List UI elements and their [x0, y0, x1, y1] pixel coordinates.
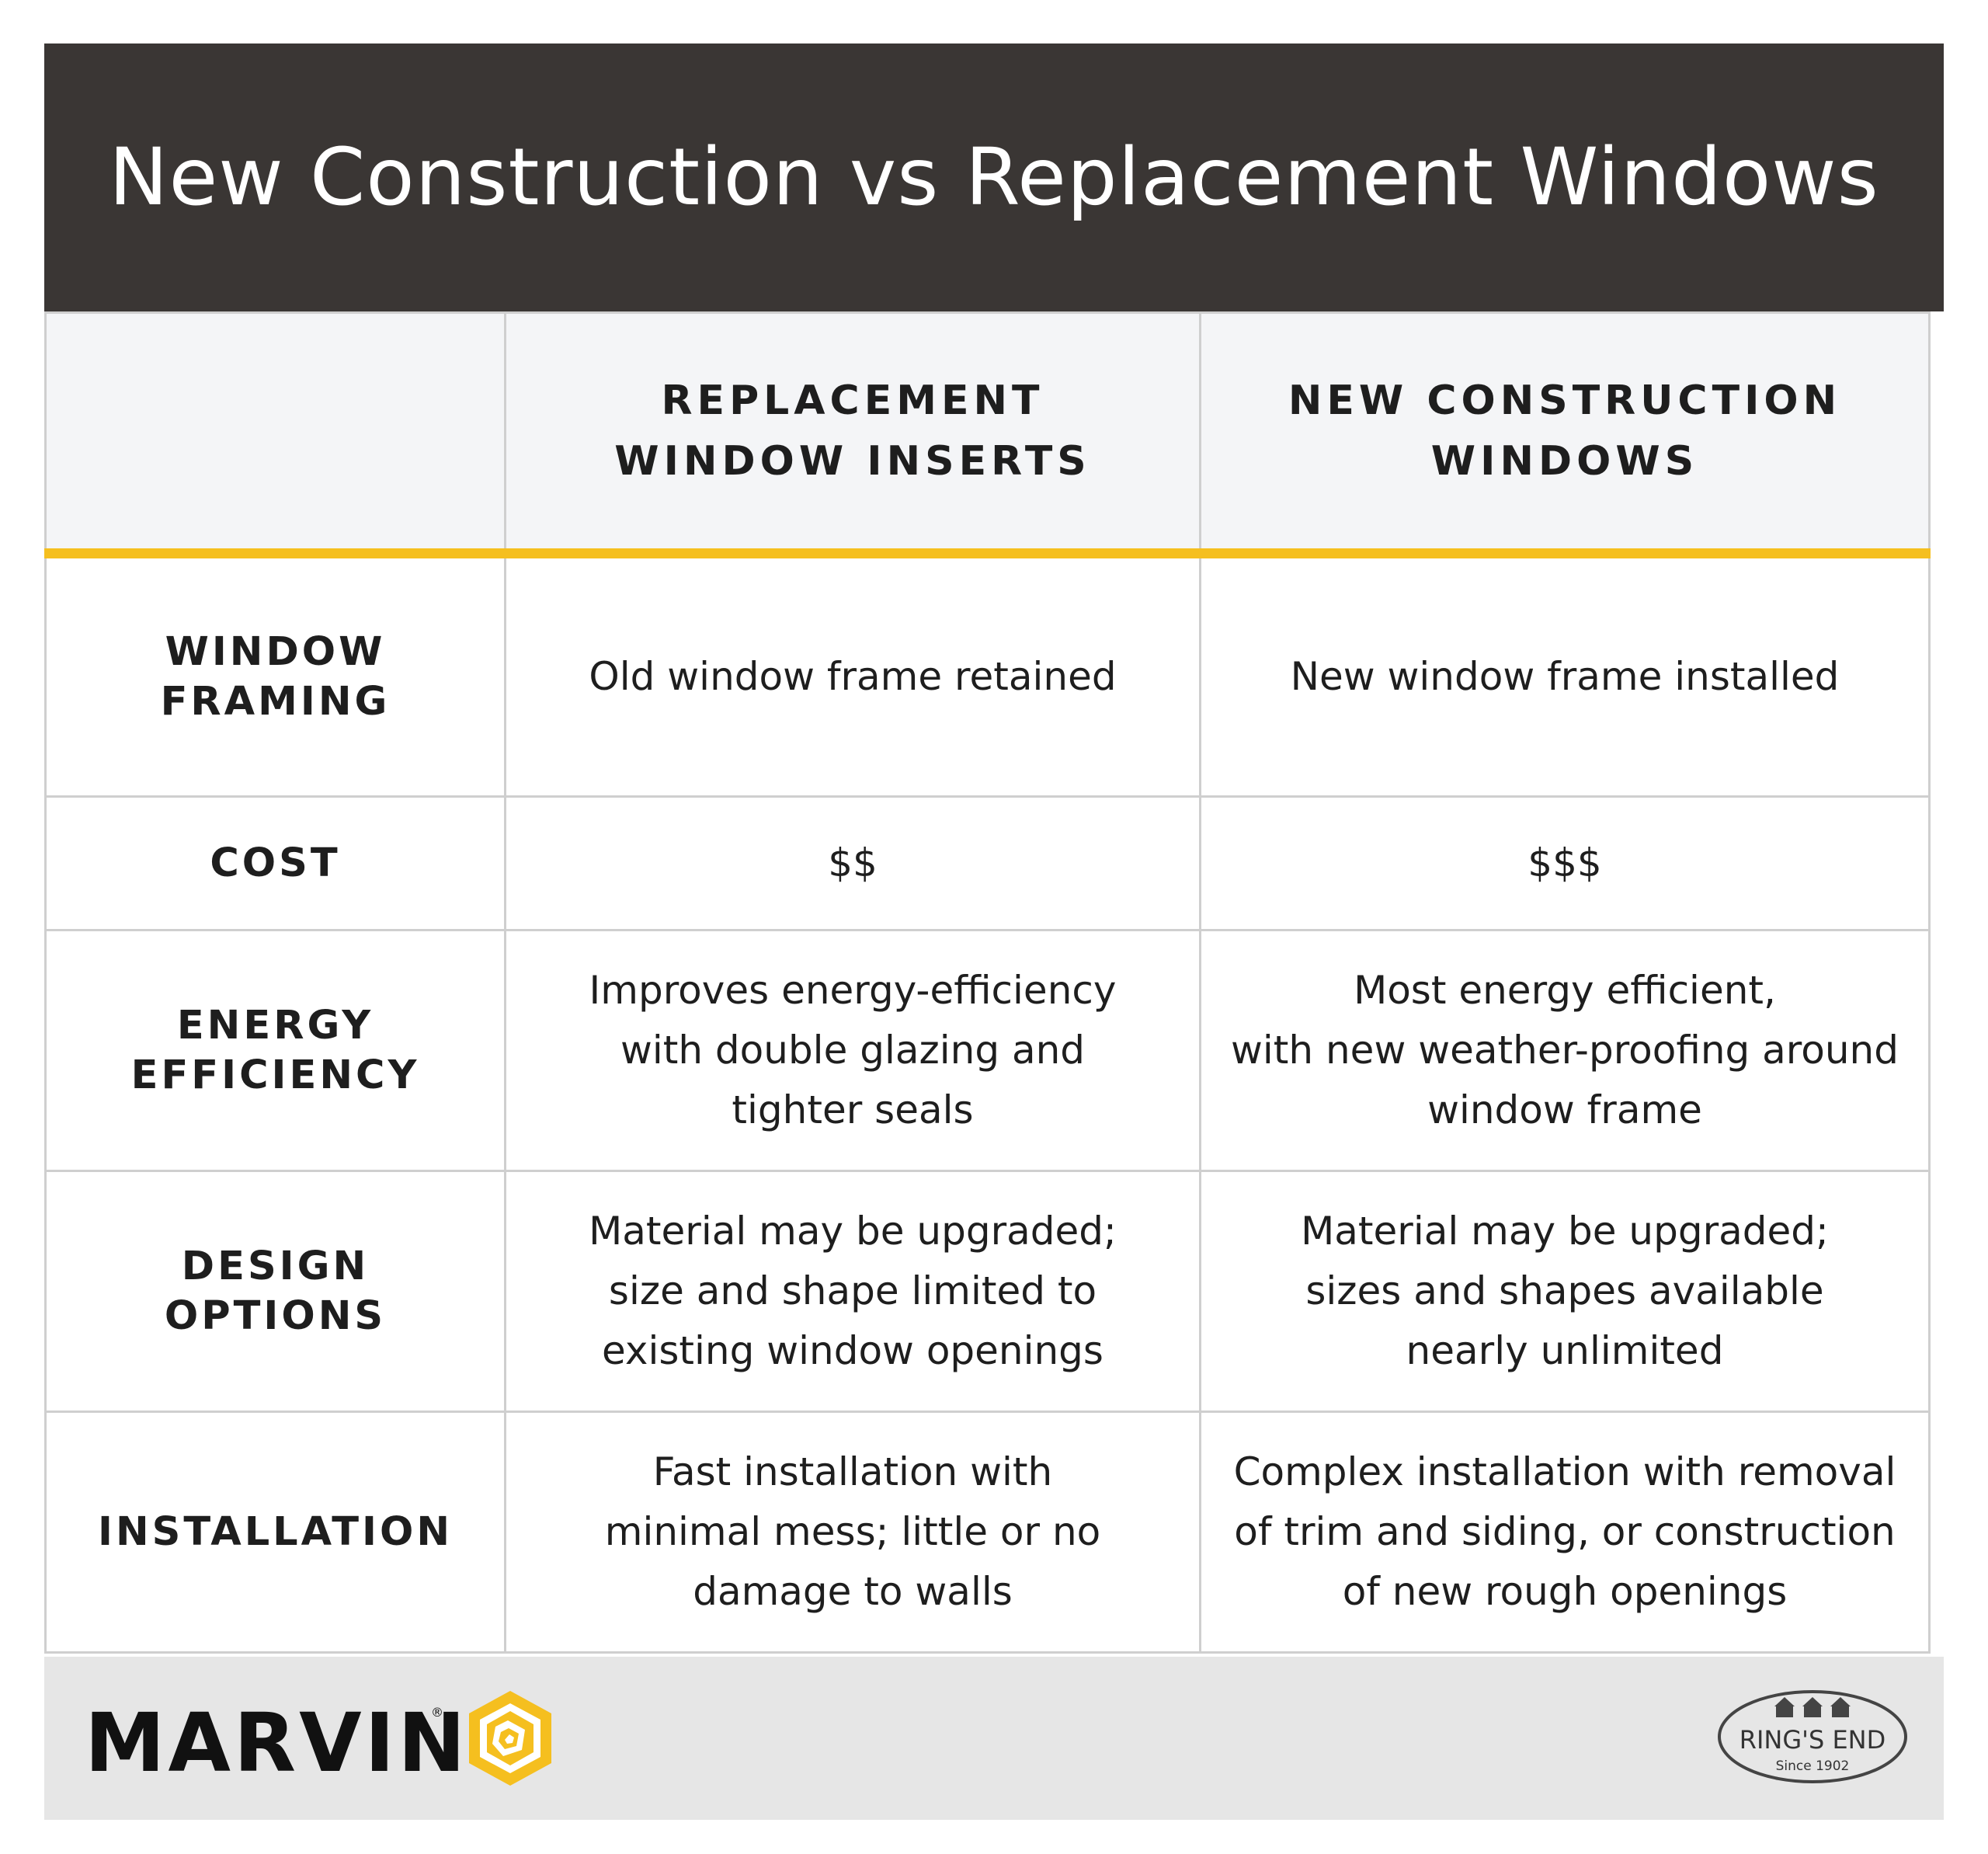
row-label-design-options: DESIGN OPTIONS	[44, 1170, 506, 1413]
cell-replacement: $$	[504, 795, 1201, 931]
row-label-energy-efficiency: ENERGY EFFICIENCY	[44, 929, 506, 1172]
page-title: New Construction vs Replacement Windows	[109, 131, 1879, 224]
cell-new-construction: $$$	[1199, 795, 1931, 931]
comparison-table: REPLACEMENT WINDOW INSERTS NEW CONSTRUCT…	[44, 311, 1931, 1654]
cell-replacement: Old window frame retained	[504, 552, 1201, 798]
cell-new-construction: Material may be upgraded; sizes and shap…	[1199, 1170, 1931, 1413]
marvin-wordmark: MARVIN	[85, 1696, 469, 1790]
row-label-installation: INSTALLATION	[44, 1411, 506, 1654]
partner-tagline: Since 1902	[1776, 1758, 1850, 1774]
cell-new-construction: New window frame installed	[1199, 552, 1931, 798]
table-row: DESIGN OPTIONS Material may be upgraded;…	[44, 1170, 1931, 1413]
title-banner: New Construction vs Replacement Windows	[44, 43, 1944, 311]
cell-new-construction: Most energy efficient, with new weather-…	[1199, 929, 1931, 1172]
table-row: WINDOW FRAMING Old window frame retained…	[44, 552, 1931, 798]
row-label-window-framing: WINDOW FRAMING	[44, 552, 506, 798]
table-header-row: REPLACEMENT WINDOW INSERTS NEW CONSTRUCT…	[44, 311, 1931, 558]
column-header-new-construction: NEW CONSTRUCTION WINDOWS	[1199, 311, 1931, 558]
cell-replacement: Fast installation with minimal mess; lit…	[504, 1411, 1201, 1654]
rings-end-logo: RING'S END Since 1902	[1718, 1690, 1907, 1783]
cell-replacement: Improves energy-efficiency with double g…	[504, 929, 1201, 1172]
column-header-replacement: REPLACEMENT WINDOW INSERTS	[504, 311, 1201, 558]
row-label-cost: COST	[44, 795, 506, 931]
footer: MARVIN ® RING'S END Since 1902	[44, 1657, 1944, 1820]
partner-name: RING'S END	[1740, 1725, 1885, 1755]
table-row: ENERGY EFFICIENCY Improves energy-effici…	[44, 929, 1931, 1172]
marvin-rose-logo-icon	[469, 1691, 551, 1786]
registered-mark: ®	[431, 1705, 443, 1720]
header-blank-cell	[44, 311, 506, 558]
cell-replacement: Material may be upgraded; size and shape…	[504, 1170, 1201, 1413]
table-row: COST $$ $$$	[44, 795, 1931, 931]
table-row: INSTALLATION Fast installation with mini…	[44, 1411, 1931, 1654]
cell-new-construction: Complex installation with removal of tri…	[1199, 1411, 1931, 1654]
